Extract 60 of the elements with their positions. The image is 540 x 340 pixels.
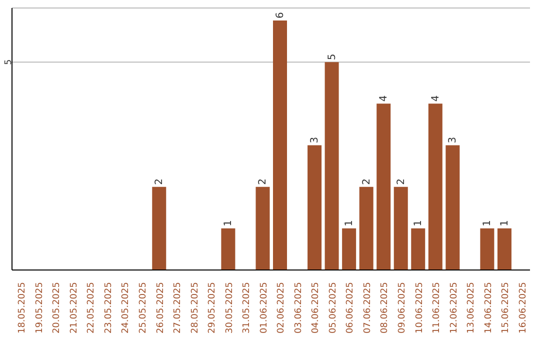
data-label: 2 [154, 178, 166, 185]
x-tick-label: 27.05.2025 [173, 282, 184, 334]
data-label: 1 [413, 220, 424, 226]
x-tick-label: 12.06.2025 [449, 282, 460, 334]
x-tick-label: 31.05.2025 [242, 282, 252, 334]
x-tick-label: 30.05.2025 [224, 282, 235, 334]
x-tick-label: 14.06.2025 [484, 282, 494, 334]
x-tick-label: 10.06.2025 [414, 282, 425, 334]
x-tick-label: 22.05.2025 [86, 282, 97, 334]
x-tick-label: 11.06.2025 [432, 282, 442, 334]
bar [221, 228, 236, 270]
data-label: 5 [326, 54, 338, 60]
bar [394, 186, 408, 270]
x-tick-label: 18.05.2025 [18, 282, 28, 334]
bar [376, 104, 391, 270]
data-label: 4 [430, 95, 442, 102]
data-label: 1 [482, 220, 494, 226]
bar [359, 186, 374, 270]
x-tick-label: 04.06.2025 [311, 282, 322, 334]
x-tick-label: 13.06.2025 [466, 282, 477, 334]
bar [342, 228, 356, 270]
data-label: 2 [258, 178, 269, 185]
x-tick-label: 23.05.2025 [104, 282, 114, 334]
x-tick-label: 21.05.2025 [69, 282, 80, 334]
data-label: 2 [361, 178, 372, 185]
x-tick-label: 15.06.2025 [501, 282, 512, 334]
x-tick-label: 02.06.2025 [276, 282, 287, 334]
data-label: 1 [344, 220, 356, 226]
data-label: 3 [310, 136, 321, 144]
x-tick-label: 03.06.2025 [294, 282, 304, 334]
x-tick-label: 06.06.2025 [346, 282, 356, 334]
bar [497, 228, 512, 270]
data-label: 4 [378, 95, 390, 102]
bar [256, 186, 270, 270]
data-label: 1 [499, 220, 510, 226]
x-tick-label: 28.05.2025 [190, 282, 200, 334]
x-tick-label: 29.05.2025 [208, 282, 218, 334]
x-tick-label: 01.06.2025 [259, 282, 270, 334]
x-tick-label: 26.05.2025 [156, 282, 166, 334]
bar [446, 145, 460, 270]
x-tick-label: 08.06.2025 [380, 282, 390, 334]
data-label: 6 [275, 12, 286, 18]
bar [411, 228, 426, 270]
x-tick-label: 19.05.2025 [34, 282, 45, 334]
bar [152, 186, 166, 270]
x-tick-label: 20.05.2025 [52, 282, 62, 334]
bar [273, 20, 287, 270]
x-tick-label: 09.06.2025 [398, 282, 408, 334]
data-label: 1 [223, 220, 234, 226]
bar [308, 145, 322, 270]
x-tick-label: 05.06.2025 [328, 282, 338, 334]
x-tick-label: 16.06.2025 [518, 282, 528, 334]
bar [428, 104, 442, 270]
x-tick-label: 07.06.2025 [362, 282, 373, 334]
bar [480, 228, 494, 270]
x-tick-label: 24.05.2025 [121, 282, 132, 334]
data-label: 3 [448, 136, 459, 144]
bar [324, 62, 339, 270]
x-tick-label: 25.05.2025 [138, 282, 148, 334]
data-label: 2 [396, 178, 407, 185]
